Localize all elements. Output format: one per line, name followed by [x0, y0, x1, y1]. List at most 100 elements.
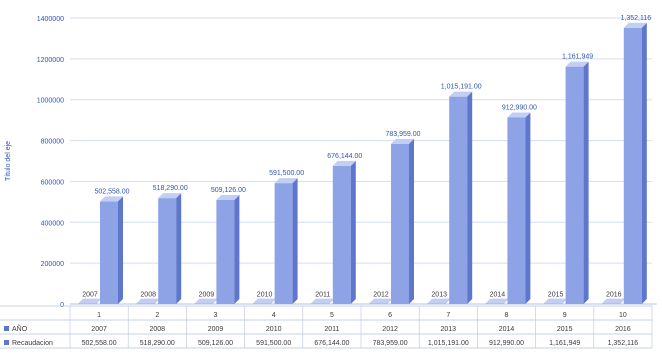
data-label-ano: 2008 — [140, 292, 156, 299]
bar-ano — [369, 299, 392, 304]
bar-ano-top — [602, 299, 625, 304]
bar-ano-top — [194, 299, 217, 304]
y-axis-title: Título del eje — [5, 141, 12, 181]
data-label-recaudacion: 676,144.00 — [327, 153, 362, 160]
y-tick-label: 400000 — [41, 220, 64, 227]
bar-recaudacion — [333, 161, 356, 304]
x-tick-label: 6 — [388, 312, 392, 319]
bar-recaudacion-side — [118, 196, 123, 304]
data-label-recaudacion: 502,558.00 — [94, 188, 129, 195]
data-label-ano: 2016 — [606, 292, 622, 299]
table-cell: 509,126.00 — [198, 340, 233, 347]
data-label-ano: 2011 — [315, 292, 330, 299]
legend-entry: AÑO — [12, 324, 28, 333]
x-tick-label: 8 — [505, 312, 509, 319]
table-cell: 1,015,191.00 — [428, 340, 469, 347]
bar-recaudacion — [100, 196, 123, 304]
y-tick-label: 1400000 — [37, 16, 64, 23]
table-cell: 2008 — [150, 326, 166, 333]
bar-recaudacion-front — [449, 97, 467, 304]
table-cell: 2007 — [91, 326, 107, 333]
table-cell: 2013 — [441, 326, 457, 333]
bar-ano — [602, 299, 625, 304]
bar-ano-top — [544, 299, 567, 304]
data-label-ano: 2013 — [431, 292, 447, 299]
bar-recaudacion-front — [158, 198, 176, 304]
data-label-recaudacion: 1,015,191.00 — [441, 84, 482, 91]
bar-ano-top — [427, 299, 450, 304]
bar-recaudacion-front — [100, 201, 118, 304]
x-tick-label: 9 — [563, 312, 567, 319]
data-label-ano: 2010 — [257, 292, 273, 299]
bar-ano — [78, 299, 101, 304]
bar-ano-top — [369, 299, 392, 304]
bars — [78, 23, 647, 304]
bar-ano-top — [136, 299, 159, 304]
data-label-recaudacion: 1,352,116 — [620, 15, 651, 22]
bar-recaudacion — [275, 178, 298, 304]
y-axis: 0200000400000600000800000100000012000001… — [37, 16, 64, 309]
bar-recaudacion-side — [351, 161, 356, 304]
y-tick-label: 1200000 — [37, 57, 64, 64]
x-tick-label: 1 — [97, 312, 101, 319]
data-label-recaudacion: 783,959.00 — [385, 131, 420, 138]
legend-entry: Recaudacion — [12, 340, 53, 347]
table-cell: 2009 — [208, 326, 224, 333]
bar-ano — [427, 299, 450, 304]
data-label-ano: 2009 — [199, 292, 215, 299]
y-tick-label: 1000000 — [37, 98, 64, 105]
data-label-ano: 2012 — [373, 292, 389, 299]
bar-ano — [311, 299, 334, 304]
y-tick-label: 0 — [60, 302, 64, 309]
table-cell: 912,990.00 — [489, 340, 524, 347]
x-tick-label: 10 — [619, 312, 627, 319]
table-cell: 591,500.00 — [256, 340, 291, 347]
x-tick-label: 4 — [272, 312, 276, 319]
x-tick-label: 5 — [330, 312, 334, 319]
bar-ano-top — [253, 299, 276, 304]
bar-ano — [136, 299, 159, 304]
data-label-ano: 2007 — [82, 292, 98, 299]
bar-recaudacion-side — [176, 193, 181, 304]
table-cell: 2012 — [382, 326, 398, 333]
data-label-ano: 2014 — [490, 292, 506, 299]
bar-ano — [485, 299, 508, 304]
bar-recaudacion — [391, 139, 414, 304]
table-cell: 502,558.00 — [82, 340, 117, 347]
bar-recaudacion — [507, 112, 530, 304]
bar-recaudacion — [449, 92, 472, 304]
bar-recaudacion-side — [234, 195, 239, 304]
bar-recaudacion-front — [624, 28, 642, 304]
data-label-recaudacion: 1,161,949 — [562, 54, 593, 61]
bar-recaudacion-side — [409, 139, 414, 304]
bar-recaudacion-front — [216, 200, 234, 304]
bar-recaudacion — [624, 23, 647, 304]
bar-ano — [544, 299, 567, 304]
bar-recaudacion-side — [467, 92, 472, 304]
bar-ano-top — [311, 299, 334, 304]
table-cell: 2010 — [266, 326, 282, 333]
bar-ano — [194, 299, 217, 304]
data-label-recaudacion: 591,500.00 — [269, 170, 304, 177]
bar-recaudacion-front — [333, 166, 351, 304]
bar-ano-top — [485, 299, 508, 304]
y-tick-label: 200000 — [41, 261, 64, 268]
bar-recaudacion-side — [584, 62, 589, 304]
bar-recaudacion-front — [275, 183, 293, 304]
x-tick-label: 2 — [155, 312, 159, 319]
bar-recaudacion — [216, 195, 239, 304]
bar-recaudacion-front — [566, 67, 584, 304]
table-cell: 2011 — [324, 326, 339, 333]
legend-key — [4, 326, 9, 331]
bar-recaudacion-side — [642, 23, 647, 304]
bar-recaudacion-front — [391, 144, 409, 304]
data-label-recaudacion: 509,126.00 — [211, 187, 246, 194]
legend-key — [4, 340, 9, 345]
x-tick-label: 7 — [446, 312, 450, 319]
bar-ano — [253, 299, 276, 304]
bar-ano-top — [78, 299, 101, 304]
table-cell: 783,959.00 — [373, 340, 408, 347]
